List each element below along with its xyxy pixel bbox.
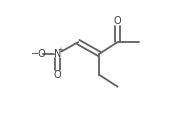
Text: −O: −O [31,49,47,59]
Text: O: O [114,16,121,26]
Text: N: N [54,49,61,59]
Text: O: O [53,70,61,80]
Text: +: + [57,47,63,53]
